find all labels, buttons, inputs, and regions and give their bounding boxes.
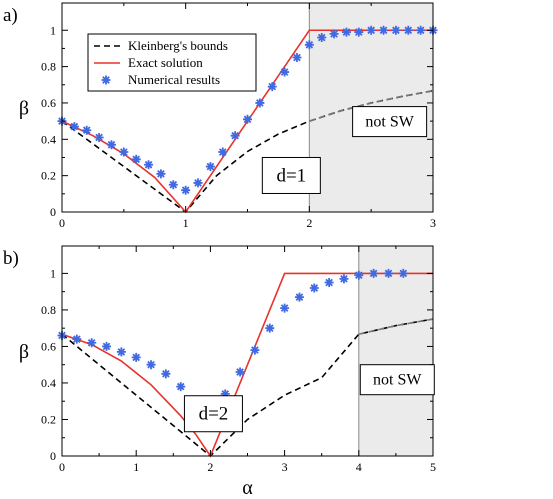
data-point — [181, 185, 191, 195]
data-point — [324, 278, 334, 288]
data-point — [230, 131, 240, 141]
data-point — [379, 25, 389, 35]
data-point — [102, 341, 112, 351]
y-tick-label: 0.6 — [41, 339, 56, 353]
data-point — [267, 82, 277, 92]
data-point — [280, 67, 290, 77]
data-point — [339, 274, 349, 284]
legend-entry: Kleinberg's bounds — [128, 38, 228, 53]
y-tick-label: 0.2 — [41, 169, 56, 183]
data-point — [366, 25, 376, 35]
d-label: d=2 — [199, 404, 229, 425]
data-point — [106, 140, 116, 150]
data-point — [354, 27, 364, 37]
panel-a: 0 0.2 0.4 0.6 0.8 1 0 1 2 3 β a) not SW d=1 Kleinberg'… — [3, 2, 438, 230]
y-tick-label: 0.4 — [41, 132, 56, 146]
series-line-0 — [61, 318, 434, 458]
data-point — [391, 25, 401, 35]
d-label-box — [183, 395, 243, 433]
data-point — [250, 345, 260, 355]
series-line-1 — [61, 272, 433, 458]
data-point — [144, 160, 154, 170]
data-point — [255, 98, 265, 108]
data-point — [116, 347, 126, 357]
y-axis-label: β — [19, 341, 29, 363]
bounds-line-gray — [309, 89, 434, 122]
data-point — [265, 323, 275, 333]
legend-entry: Exact solution — [128, 55, 203, 70]
data-point — [398, 268, 408, 278]
data-point — [243, 114, 252, 124]
not-sw-box — [352, 106, 428, 138]
data-point — [156, 169, 166, 179]
not-sw-label: not SW — [365, 114, 414, 131]
data-point — [72, 334, 82, 344]
data-point — [119, 147, 129, 157]
not-sw-box — [359, 364, 435, 396]
y-tick-label: 0 — [50, 205, 56, 219]
x-tick-label: 5 — [430, 460, 436, 474]
data-point — [383, 268, 393, 278]
data-point — [403, 25, 413, 35]
legend-entry: Numerical results — [128, 72, 220, 87]
y-tick-label: 1 — [50, 23, 56, 37]
data-point — [317, 33, 327, 43]
data-point — [304, 40, 314, 50]
data-point — [218, 147, 228, 157]
data-point — [280, 303, 290, 313]
y-tick-label: 0.4 — [41, 376, 56, 390]
y-tick-label: 0.8 — [41, 303, 56, 317]
data-point — [416, 25, 426, 35]
not-sw-region — [358, 246, 433, 456]
data-point — [168, 180, 178, 190]
data-point — [235, 367, 245, 377]
x-tick-label: 0 — [59, 216, 65, 230]
y-axis-label: β — [19, 98, 29, 120]
y-tick-label: 0.8 — [41, 60, 56, 74]
data-point — [341, 27, 351, 37]
data-point — [94, 132, 104, 142]
data-point — [354, 270, 364, 280]
y-tick-label: 0.6 — [41, 96, 56, 110]
data-point — [369, 268, 379, 278]
data-point — [69, 122, 79, 132]
y-tick-label: 0 — [50, 449, 56, 463]
d-label-box — [261, 156, 321, 194]
x-tick-label: 3 — [282, 460, 288, 474]
data-point — [292, 53, 302, 63]
data-point — [161, 369, 171, 379]
not-sw-label: not SW — [373, 372, 422, 389]
data-point — [82, 125, 92, 135]
data-point — [329, 29, 339, 39]
y-tick-label: 0.2 — [41, 412, 56, 426]
data-point — [146, 360, 156, 370]
x-tick-label: 2 — [207, 460, 213, 474]
x-tick-label: 1 — [183, 216, 189, 230]
data-point — [193, 178, 203, 188]
x-tick-label: 0 — [59, 460, 65, 474]
d-label: d=1 — [276, 165, 306, 186]
legend-swatch — [101, 75, 111, 85]
data-point — [205, 162, 215, 172]
x-tick-label: 4 — [356, 460, 362, 474]
data-point — [220, 389, 230, 399]
panel-b: 0 0.2 0.4 0.6 0.8 1 0 1 2 3 4 5 β α b) not SW d=2 — [3, 245, 436, 499]
data-point — [176, 382, 186, 392]
data-point — [87, 338, 97, 348]
x-tick-label: 2 — [306, 216, 312, 230]
data-point — [309, 283, 319, 293]
panel-label: a) — [3, 5, 18, 26]
y-tick-label: 1 — [50, 266, 56, 280]
data-point — [294, 292, 304, 302]
panel-label: b) — [3, 248, 19, 269]
x-tick-label: 1 — [133, 460, 139, 474]
data-point — [131, 352, 141, 362]
x-axis-label: α — [242, 477, 253, 499]
data-point — [131, 154, 141, 164]
bounds-line-gray — [358, 318, 434, 335]
x-tick-label: 3 — [430, 216, 436, 230]
